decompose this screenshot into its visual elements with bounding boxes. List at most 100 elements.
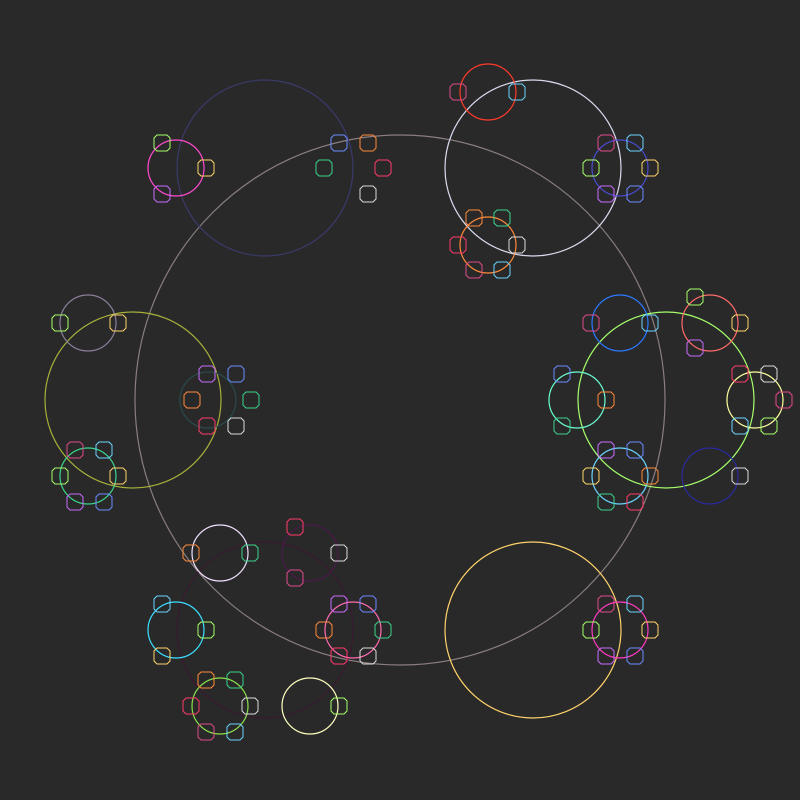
- small-ring: [459, 216, 517, 274]
- small-ring: [59, 447, 117, 505]
- node-marker: [597, 647, 615, 665]
- node-marker: [153, 134, 171, 152]
- node-marker: [51, 314, 69, 332]
- small-ring: [548, 371, 606, 429]
- small-ring: [591, 601, 649, 659]
- node-marker: [197, 723, 215, 741]
- node-marker: [330, 595, 348, 613]
- node-marker: [374, 159, 392, 177]
- node-marker: [626, 493, 644, 511]
- node-marker: [359, 134, 377, 152]
- small-ring: [681, 294, 739, 352]
- small-ring: [324, 601, 382, 659]
- node-marker: [197, 621, 215, 639]
- node-marker: [449, 83, 467, 101]
- node-marker: [508, 83, 526, 101]
- small-ring: [59, 294, 117, 352]
- node-marker: [330, 647, 348, 665]
- node-marker: [330, 134, 348, 152]
- node-marker: [626, 441, 644, 459]
- node-marker: [330, 544, 348, 562]
- node-marker: [626, 185, 644, 203]
- node-marker: [597, 493, 615, 511]
- node-marker: [315, 621, 333, 639]
- node-marker: [582, 314, 600, 332]
- node-marker: [153, 647, 171, 665]
- node-marker: [686, 288, 704, 306]
- node-marker: [731, 365, 749, 383]
- circle-rings-layer: [44, 63, 784, 735]
- node-marker: [553, 365, 571, 383]
- medium-ring: [444, 541, 622, 719]
- small-ring: [191, 677, 249, 735]
- node-marker: [641, 467, 659, 485]
- node-marker: [242, 391, 260, 409]
- node-marker: [582, 467, 600, 485]
- node-marker: [226, 723, 244, 741]
- node-marker: [493, 261, 511, 279]
- node-marker: [374, 621, 392, 639]
- node-marker: [109, 467, 127, 485]
- node-marker: [760, 417, 778, 435]
- node-marker: [641, 621, 659, 639]
- node-marker: [626, 647, 644, 665]
- node-marker: [359, 595, 377, 613]
- node-marker: [182, 544, 200, 562]
- node-marker: [153, 185, 171, 203]
- node-marker: [686, 339, 704, 357]
- node-marker: [330, 697, 348, 715]
- node-marker: [597, 595, 615, 613]
- node-marker: [465, 209, 483, 227]
- medium-ring: [44, 311, 222, 489]
- node-marker: [198, 417, 216, 435]
- node-marker: [359, 185, 377, 203]
- small-ring: [681, 447, 739, 505]
- medium-ring: [577, 311, 755, 489]
- node-marker: [227, 365, 245, 383]
- node-marker: [182, 697, 200, 715]
- small-ring: [281, 524, 339, 582]
- node-marker: [286, 518, 304, 536]
- node-marker: [66, 493, 84, 511]
- small-ring: [179, 371, 237, 429]
- small-ring: [591, 447, 649, 505]
- small-ring: [459, 63, 517, 121]
- node-marker: [582, 621, 600, 639]
- small-ring: [147, 601, 205, 659]
- node-marker: [731, 417, 749, 435]
- medium-ring: [176, 541, 354, 719]
- node-marker: [493, 209, 511, 227]
- node-marker: [597, 185, 615, 203]
- small-ring: [726, 371, 784, 429]
- marker-layer: [51, 83, 793, 741]
- node-marker: [226, 671, 244, 689]
- node-marker: [626, 134, 644, 152]
- small-ring: [281, 677, 339, 735]
- node-marker: [641, 314, 659, 332]
- node-marker: [315, 159, 333, 177]
- node-marker: [731, 314, 749, 332]
- node-marker: [241, 544, 259, 562]
- node-marker: [582, 159, 600, 177]
- medium-ring: [176, 79, 354, 257]
- node-marker: [626, 595, 644, 613]
- small-ring: [591, 139, 649, 197]
- node-marker: [731, 467, 749, 485]
- node-marker: [465, 261, 483, 279]
- node-marker: [66, 441, 84, 459]
- node-marker: [286, 569, 304, 587]
- node-marker: [109, 314, 127, 332]
- node-marker: [197, 159, 215, 177]
- node-marker: [449, 236, 467, 254]
- node-marker: [95, 493, 113, 511]
- node-marker: [95, 441, 113, 459]
- node-marker: [153, 595, 171, 613]
- small-ring: [591, 294, 649, 352]
- node-marker: [641, 159, 659, 177]
- node-marker: [775, 391, 793, 409]
- node-marker: [359, 647, 377, 665]
- small-ring: [191, 524, 249, 582]
- node-marker: [183, 391, 201, 409]
- medium-ring: [444, 79, 622, 257]
- node-marker: [197, 671, 215, 689]
